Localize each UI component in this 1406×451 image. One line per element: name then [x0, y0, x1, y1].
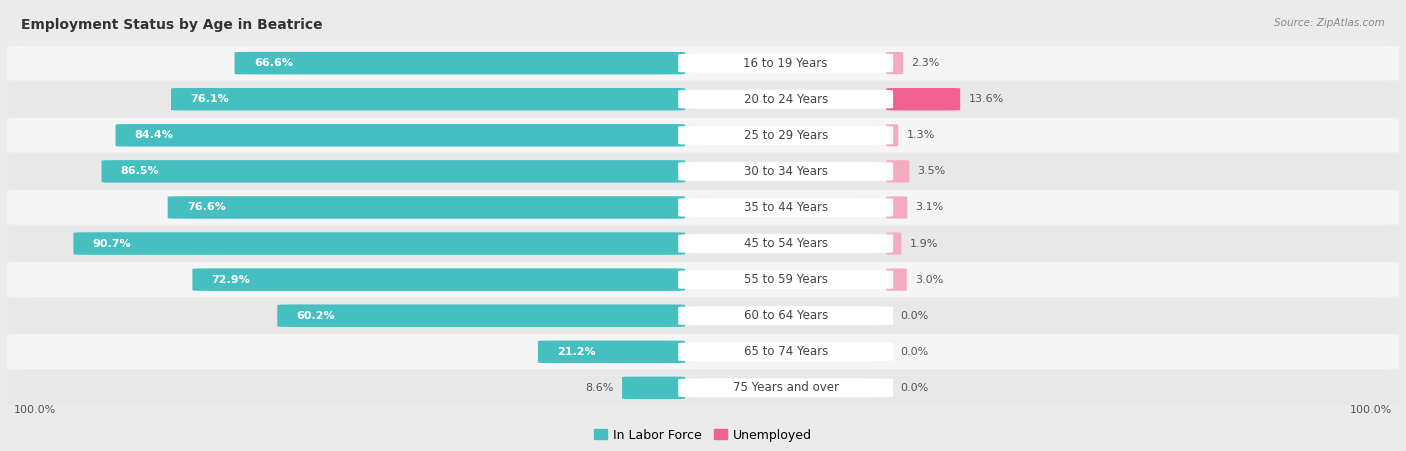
Text: 20 to 24 Years: 20 to 24 Years — [744, 93, 828, 106]
FancyBboxPatch shape — [7, 118, 1399, 152]
FancyBboxPatch shape — [101, 160, 685, 183]
FancyBboxPatch shape — [678, 198, 893, 217]
FancyBboxPatch shape — [678, 306, 893, 325]
Text: 90.7%: 90.7% — [93, 239, 131, 249]
Text: 25 to 29 Years: 25 to 29 Years — [744, 129, 828, 142]
FancyBboxPatch shape — [678, 378, 893, 397]
FancyBboxPatch shape — [882, 124, 903, 147]
Text: 30 to 34 Years: 30 to 34 Years — [744, 165, 828, 178]
Text: 86.5%: 86.5% — [121, 166, 159, 176]
FancyBboxPatch shape — [235, 52, 685, 74]
FancyBboxPatch shape — [7, 226, 1399, 261]
FancyBboxPatch shape — [886, 196, 907, 219]
Text: 66.6%: 66.6% — [254, 58, 292, 68]
FancyBboxPatch shape — [7, 262, 1399, 297]
Text: 75 Years and over: 75 Years and over — [733, 382, 838, 394]
FancyBboxPatch shape — [7, 46, 1399, 80]
Text: 100.0%: 100.0% — [1350, 405, 1392, 415]
Text: Source: ZipAtlas.com: Source: ZipAtlas.com — [1274, 18, 1385, 28]
FancyBboxPatch shape — [621, 377, 685, 399]
Text: 100.0%: 100.0% — [14, 405, 56, 415]
FancyBboxPatch shape — [167, 196, 685, 219]
FancyBboxPatch shape — [172, 88, 685, 110]
Text: 60.2%: 60.2% — [297, 311, 335, 321]
FancyBboxPatch shape — [7, 335, 1399, 369]
FancyBboxPatch shape — [678, 126, 893, 145]
FancyBboxPatch shape — [193, 268, 685, 291]
Text: 1.3%: 1.3% — [907, 130, 935, 140]
FancyBboxPatch shape — [73, 232, 685, 255]
Text: 76.1%: 76.1% — [190, 94, 229, 104]
Legend: In Labor Force, Unemployed: In Labor Force, Unemployed — [589, 423, 817, 446]
FancyBboxPatch shape — [886, 88, 960, 110]
Text: 0.0%: 0.0% — [900, 311, 928, 321]
FancyBboxPatch shape — [886, 160, 910, 183]
FancyBboxPatch shape — [678, 270, 893, 289]
Text: 2.3%: 2.3% — [911, 58, 941, 68]
Text: 55 to 59 Years: 55 to 59 Years — [744, 273, 828, 286]
Text: 84.4%: 84.4% — [135, 130, 174, 140]
FancyBboxPatch shape — [7, 190, 1399, 225]
FancyBboxPatch shape — [7, 154, 1399, 189]
Text: 1.9%: 1.9% — [910, 239, 938, 249]
FancyBboxPatch shape — [884, 232, 903, 255]
FancyBboxPatch shape — [7, 299, 1399, 333]
FancyBboxPatch shape — [7, 371, 1399, 405]
Text: 21.2%: 21.2% — [557, 347, 596, 357]
FancyBboxPatch shape — [886, 52, 903, 74]
Text: 3.0%: 3.0% — [915, 275, 943, 285]
FancyBboxPatch shape — [678, 54, 893, 73]
Text: Employment Status by Age in Beatrice: Employment Status by Age in Beatrice — [21, 18, 323, 32]
Text: 65 to 74 Years: 65 to 74 Years — [744, 345, 828, 358]
Text: 72.9%: 72.9% — [212, 275, 250, 285]
FancyBboxPatch shape — [678, 162, 893, 181]
Text: 35 to 44 Years: 35 to 44 Years — [744, 201, 828, 214]
Text: 76.6%: 76.6% — [187, 202, 226, 212]
FancyBboxPatch shape — [538, 341, 685, 363]
FancyBboxPatch shape — [115, 124, 685, 147]
FancyBboxPatch shape — [7, 82, 1399, 116]
Text: 0.0%: 0.0% — [900, 347, 928, 357]
Text: 3.5%: 3.5% — [918, 166, 946, 176]
Text: 45 to 54 Years: 45 to 54 Years — [744, 237, 828, 250]
Text: 60 to 64 Years: 60 to 64 Years — [744, 309, 828, 322]
Text: 16 to 19 Years: 16 to 19 Years — [744, 57, 828, 69]
Text: 8.6%: 8.6% — [585, 383, 614, 393]
FancyBboxPatch shape — [678, 234, 893, 253]
Text: 13.6%: 13.6% — [969, 94, 1004, 104]
FancyBboxPatch shape — [886, 268, 907, 291]
FancyBboxPatch shape — [678, 342, 893, 361]
FancyBboxPatch shape — [277, 304, 685, 327]
Text: 0.0%: 0.0% — [900, 383, 928, 393]
FancyBboxPatch shape — [678, 90, 893, 109]
Text: 3.1%: 3.1% — [915, 202, 943, 212]
